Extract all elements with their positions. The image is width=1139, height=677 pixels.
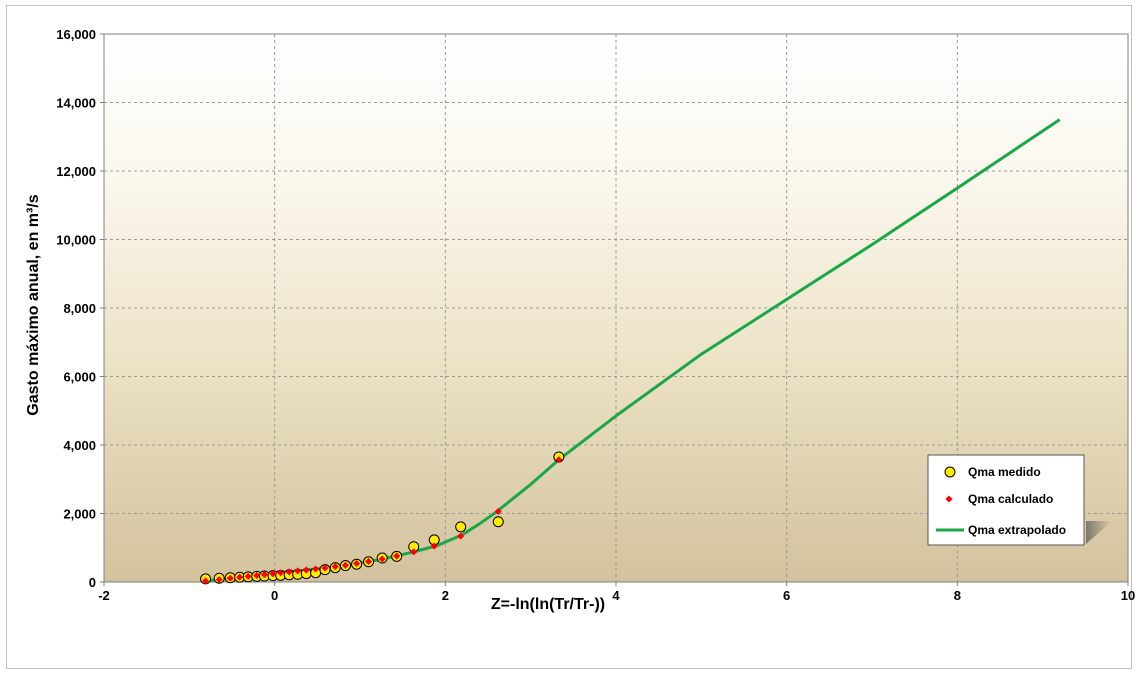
legend: Qma medido Qma calculado Qma extrapolado: [927, 454, 1112, 546]
y-tick-label: 4,000: [63, 438, 96, 453]
y-tick-label: 14,000: [56, 96, 96, 111]
series-qma-calculado: [202, 456, 563, 585]
y-tick-labels: 0 2,000 4,000 6,000 8,000 10,000 12,000 14,000 1…: [56, 27, 104, 590]
legend-label-qma-medido: Qma medido: [968, 465, 1041, 479]
point-qma-medido: [455, 521, 467, 533]
point-qma-calculado: [236, 573, 244, 581]
point-qma-calculado: [555, 456, 563, 464]
point-qma-calculado: [494, 507, 502, 515]
point-qma-calculado: [378, 555, 386, 563]
point-qma-calculado: [244, 572, 252, 580]
y-tick-label: 6,000: [63, 370, 96, 385]
point-qma-calculado: [202, 577, 210, 585]
legend-marker-qma-calculado: [945, 495, 953, 503]
y-tick-label: 8,000: [63, 301, 96, 316]
point-qma-calculado: [260, 571, 268, 579]
legend-label-qma-calculado: Qma calculado: [968, 492, 1053, 506]
point-qma-calculado: [393, 552, 401, 560]
point-qma-calculado: [457, 532, 465, 540]
y-tick-label: 0: [89, 575, 96, 590]
x-axis-title: Z=-ln(ln(Tr/Tr-)): [491, 596, 605, 613]
x-tick-label: 0: [271, 588, 278, 603]
point-qma-calculado: [285, 568, 293, 576]
point-qma-calculado: [430, 542, 438, 550]
legend-marker-qma-medido: [944, 466, 956, 478]
point-qma-calculado: [353, 559, 361, 568]
point-qma-medido: [492, 516, 504, 528]
y-tick-label: 10,000: [56, 233, 96, 248]
point-qma-calculado: [302, 566, 310, 574]
point-qma-calculado: [341, 561, 350, 569]
y-tick-label: 2,000: [63, 507, 96, 522]
point-qma-calculado: [253, 571, 261, 580]
legend-shadow: [1086, 521, 1112, 544]
point-qma-calculado: [269, 570, 277, 578]
x-tick-label: 10: [1121, 588, 1135, 603]
x-tick-label: 2: [442, 588, 449, 603]
point-qma-calculado: [215, 576, 223, 584]
x-tick-label: 4: [612, 588, 620, 603]
x-tick-label: 8: [954, 588, 961, 603]
x-tick-label: 6: [783, 588, 790, 603]
x-tick-label: -2: [98, 588, 110, 603]
x-tick-labels: -2 0 2 4 6 8 10: [98, 582, 1135, 603]
y-tick-label: 12,000: [56, 164, 96, 179]
y-tick-label: 16,000: [56, 27, 96, 42]
point-qma-calculado: [277, 569, 285, 577]
point-qma-calculado: [364, 557, 373, 565]
point-qma-calculado: [294, 567, 302, 575]
point-qma-calculado: [226, 574, 234, 582]
point-qma-calculado: [312, 565, 320, 573]
point-qma-calculado: [321, 564, 329, 572]
legend-label-qma-extrapolado: Qma extrapolado: [968, 523, 1066, 537]
point-qma-calculado: [331, 563, 339, 571]
y-axis-title: Gasto máximo anual, en m³/s: [25, 194, 42, 416]
point-qma-calculado: [410, 548, 418, 556]
